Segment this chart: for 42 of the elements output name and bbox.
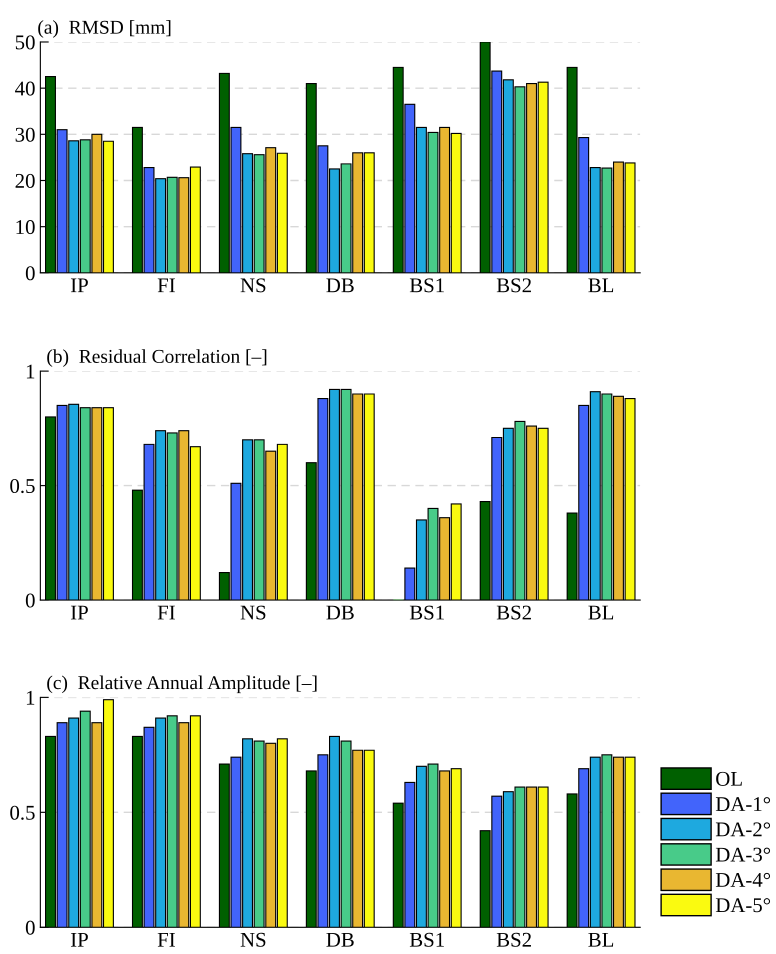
y-tick-label: 0 xyxy=(26,266,35,280)
y-tick-label: 1 xyxy=(26,364,34,378)
y-tick-label: 20 xyxy=(16,174,35,188)
y-tick-label: 40 xyxy=(15,82,35,96)
x-tick-label: BS1 xyxy=(410,932,444,947)
x-tick-label: NS xyxy=(240,278,266,292)
x-tick-label: NS xyxy=(240,606,266,620)
y-tick-label: 0 xyxy=(26,593,35,608)
y-tick-label: 0.5 xyxy=(10,806,35,820)
y-tick-label: 30 xyxy=(16,128,35,142)
y-tick-label: 0 xyxy=(26,920,35,935)
y-tick-label: 1 xyxy=(26,690,34,705)
x-tick-label: DB xyxy=(326,932,354,947)
x-tick-label: FI xyxy=(158,278,175,292)
legend-label: DA-5° xyxy=(716,898,770,912)
legend-label: DA-2° xyxy=(716,822,770,836)
x-tick-label: DB xyxy=(326,606,354,620)
x-tick-label: NS xyxy=(240,932,266,947)
x-tick-label: BL xyxy=(588,606,614,620)
x-tick-label: BS2 xyxy=(496,278,531,292)
y-tick-label: 50 xyxy=(16,35,35,50)
chart-title: (a) RMSD [mm] xyxy=(38,20,170,38)
x-tick-label: BS2 xyxy=(496,932,531,947)
x-tick-label: BS1 xyxy=(410,606,444,620)
y-tick-label: 0.5 xyxy=(10,478,35,494)
x-tick-label: IP xyxy=(70,278,88,292)
y-tick-label: 10 xyxy=(16,220,35,234)
legend-label: OL xyxy=(716,772,742,786)
legend-label: DA-4° xyxy=(716,872,770,887)
x-tick-label: BL xyxy=(588,932,614,947)
x-tick-label: BS2 xyxy=(496,606,531,620)
x-tick-label: BL xyxy=(588,278,614,292)
chart-title: (c) Relative Annual Amplitude [–] xyxy=(47,676,317,694)
legend-label: DA-3° xyxy=(716,848,770,862)
x-tick-label: FI xyxy=(158,932,175,947)
x-tick-label: IP xyxy=(70,932,88,947)
x-tick-label: IP xyxy=(70,606,88,620)
chart-title: (b) Residual Correlation [–] xyxy=(47,349,266,367)
legend-label: DA-1° xyxy=(716,797,770,811)
x-tick-label: BS1 xyxy=(410,278,444,292)
x-tick-label: DB xyxy=(326,278,354,292)
x-tick-label: FI xyxy=(158,606,175,620)
